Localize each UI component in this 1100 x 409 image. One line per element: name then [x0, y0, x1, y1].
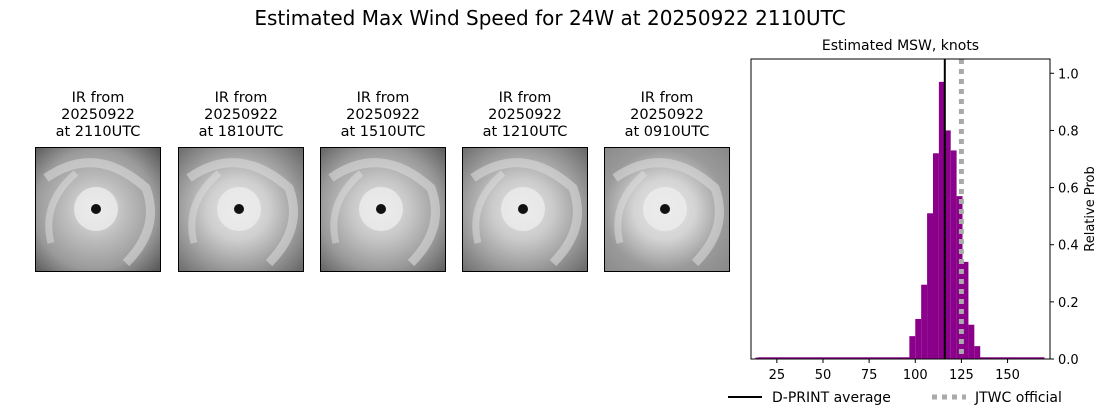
- histogram-bar: [956, 196, 963, 359]
- ir-satellite-image: [35, 147, 161, 272]
- x-tick-label: 75: [861, 368, 878, 383]
- ir-caption-line2: 20250922: [346, 107, 420, 123]
- ir-caption-line3: at 0910UTC: [624, 124, 710, 140]
- x-tick-label: 150: [995, 368, 1020, 383]
- histogram-bar: [932, 153, 939, 359]
- histogram-bar: [968, 324, 975, 359]
- y-tick-label: 1.0: [1058, 67, 1079, 82]
- histogram-bar: [909, 336, 916, 359]
- x-tick-label: 100: [903, 368, 928, 383]
- x-tick-label: 25: [769, 368, 786, 383]
- ir-panel-caption: IR from 20250922 at 2110UTC: [35, 90, 161, 144]
- histogram-bar: [962, 261, 969, 359]
- ir-satellite-image: [178, 147, 304, 272]
- y-tick-label: 0.2: [1058, 296, 1079, 311]
- histogram-bar: [921, 284, 928, 359]
- histogram-bar: [927, 213, 933, 359]
- ir-caption-line2: 20250922: [204, 107, 278, 123]
- y-tick-label: 0.6: [1058, 182, 1079, 197]
- figure-title: Estimated Max Wind Speed for 24W at 2025…: [254, 6, 846, 30]
- ir-panel-caption: IR from 20250922 at 1210UTC: [462, 90, 588, 144]
- y-tick-label: 0.8: [1058, 124, 1079, 139]
- ir-caption-line3: at 1810UTC: [198, 124, 284, 140]
- ir-panel: IR from 20250922 at 0910UTC: [604, 90, 730, 272]
- ir-caption-line1: IR from: [640, 90, 694, 106]
- ir-panel-caption: IR from 20250922 at 1810UTC: [178, 90, 304, 144]
- ir-panel: IR from 20250922 at 2110UTC: [35, 90, 161, 272]
- legend-jtwc-label: JTWC official: [974, 390, 1062, 406]
- y-tick-label: 0.4: [1058, 239, 1079, 254]
- x-tick-label: 125: [949, 368, 974, 383]
- histogram-bar: [915, 319, 922, 359]
- plot-frame: [750, 58, 1051, 360]
- ir-panel: IR from 20250922 at 1510UTC: [320, 90, 446, 272]
- x-tick-label: 50: [815, 368, 832, 383]
- ir-caption-line1: IR from: [71, 90, 125, 106]
- ir-caption-line1: IR from: [214, 90, 268, 106]
- ir-caption-line3: at 1210UTC: [482, 124, 568, 140]
- ir-satellite-image: [462, 147, 588, 272]
- ir-satellite-image: [604, 147, 730, 272]
- ir-panel: IR from 20250922 at 1810UTC: [178, 90, 304, 272]
- ir-satellite-image: [320, 147, 446, 272]
- histogram-bar: [944, 130, 951, 359]
- ir-panel-caption: IR from 20250922 at 0910UTC: [604, 90, 730, 144]
- histogram-bar: [950, 150, 957, 359]
- y-axis-label: Relative Prob: [1083, 166, 1098, 251]
- ir-panel-caption: IR from 20250922 at 1510UTC: [320, 90, 446, 144]
- ir-caption-line2: 20250922: [61, 107, 135, 123]
- histogram-bar: [974, 346, 981, 359]
- ir-caption-line2: 20250922: [630, 107, 704, 123]
- chart-title: Estimated MSW, knots: [822, 38, 979, 54]
- y-tick-label: 0.0: [1058, 353, 1079, 368]
- ir-caption-line1: IR from: [356, 90, 410, 106]
- ir-caption-line3: at 2110UTC: [55, 124, 141, 140]
- ir-caption-line3: at 1510UTC: [340, 124, 426, 140]
- histogram-bar: [938, 81, 945, 359]
- ir-panel: IR from 20250922 at 1210UTC: [462, 90, 588, 272]
- ir-caption-line1: IR from: [498, 90, 552, 106]
- legend-dprint-label: D-PRINT average: [772, 390, 891, 406]
- ir-caption-line2: 20250922: [488, 107, 562, 123]
